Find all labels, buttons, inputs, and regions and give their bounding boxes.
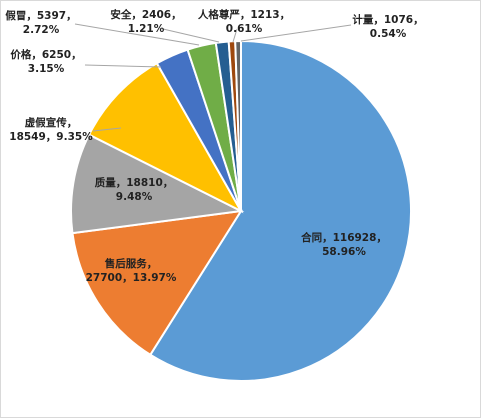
data-label-9: 计量，1076， 0.54% [352,13,423,40]
data-label-7: 安全，2406， 1.21% [110,8,181,35]
leader-line-5 [84,64,162,68]
pie-slices [70,39,412,382]
data-label-3: 质量，18810， 9.48% [95,176,174,203]
data-labels: 合同，116928， 58.96% 售后服务， 27700，13.97% 质量，1881… [5,8,423,284]
data-label-8: 人格尊严，1213， 0.61% [198,8,290,35]
data-label-5: 价格，6250， 3.15% [10,48,81,75]
leader-line-8 [232,28,238,43]
data-label-line: 假冒，5397， [5,9,76,22]
pie-slice-3 [70,133,245,235]
leader-lines [74,23,352,132]
data-label-1: 合同，116928， 58.96% [300,231,387,258]
leader-line-9 [240,24,352,42]
leader-line-4 [92,127,122,132]
leader-line-7 [162,28,220,43]
pie-slice-4 [87,61,244,214]
data-label-line: 人格尊严，1213， [198,8,290,21]
data-label-line: 价格，6250， [10,48,81,61]
data-label-line: 安全，2406， [110,8,181,21]
data-label-line: 9.48% [116,191,153,203]
pie-slice-9 [234,39,242,212]
pie-slice-1 [148,39,412,382]
pie-slice-2 [71,209,243,357]
data-label-line: 合同，116928， [300,231,387,244]
data-label-line: 计量，1076， [352,13,423,26]
data-label-line: 售后服务， [105,257,158,270]
data-label-line: 27700，13.97% [86,272,177,284]
data-label-2: 售后服务， 27700，13.97% [86,257,177,284]
data-label-line: 58.96% [322,246,366,258]
data-label-line: 1.21% [128,23,165,35]
data-label-line: 3.15% [28,63,65,75]
data-label-line: 0.61% [226,23,263,35]
data-label-line: 2.72% [23,24,60,36]
data-label-4: 虚假宣传， 18549，9.35% [9,116,93,143]
data-label-line: 虚假宣传， [25,116,78,129]
data-label-line: 18549，9.35% [9,131,93,143]
leader-line-6 [74,23,200,46]
data-label-6: 假冒，5397， 2.72% [5,9,76,36]
data-label-line: 0.54% [370,28,407,40]
data-label-line: 质量，18810， [95,176,174,189]
